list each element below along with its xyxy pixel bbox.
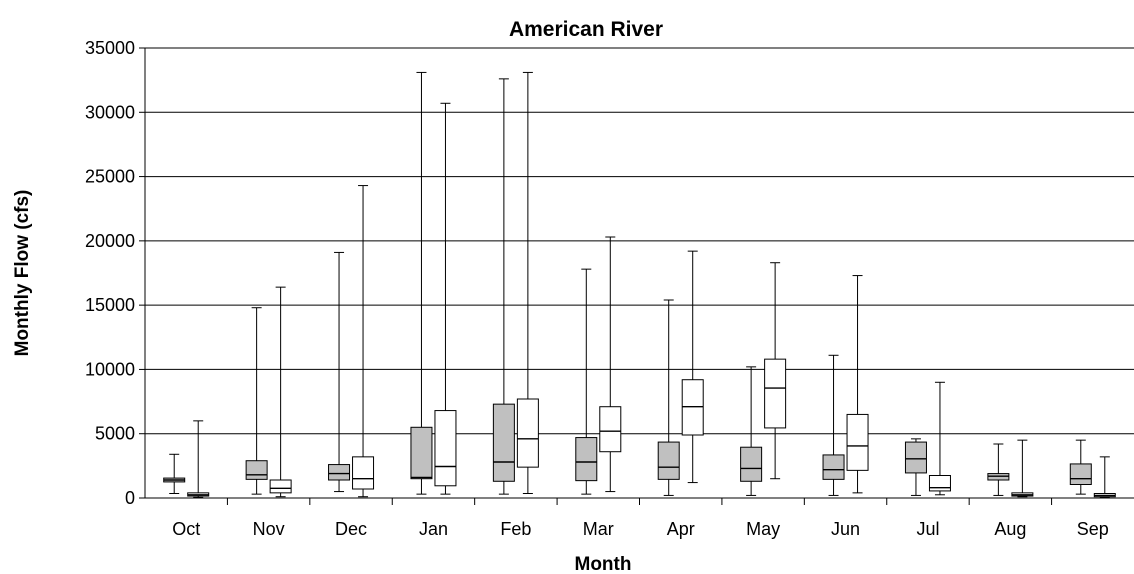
y-tick-label: 10000	[85, 359, 135, 379]
box-iqr	[822, 454, 845, 480]
x-category-label: Oct	[172, 519, 200, 539]
box-iqr	[740, 446, 763, 482]
y-tick-label: 20000	[85, 231, 135, 251]
box-aug-series-1	[987, 443, 1010, 496]
x-category-label: Jun	[831, 519, 860, 539]
box-nov-series-2	[269, 286, 292, 498]
box-aug-series-2	[1011, 439, 1034, 498]
x-category-label: Apr	[667, 519, 695, 539]
x-category-label: Feb	[500, 519, 531, 539]
y-tick-label: 30000	[85, 102, 135, 122]
box-iqr	[599, 406, 622, 453]
box-sep-series-1	[1069, 439, 1092, 495]
box-feb-series-1	[492, 78, 515, 495]
box-iqr	[269, 479, 292, 494]
box-sep-series-2	[1093, 456, 1116, 498]
box-iqr	[1069, 463, 1092, 485]
box-iqr	[245, 460, 268, 480]
box-oct-series-2	[187, 420, 210, 498]
x-category-label: Aug	[994, 519, 1026, 539]
box-iqr	[352, 456, 375, 490]
y-tick-label: 15000	[85, 295, 135, 315]
y-axis-label: Monthly Flow (cfs)	[12, 190, 33, 357]
box-iqr	[410, 426, 433, 480]
box-iqr	[846, 413, 869, 471]
box-series	[163, 71, 1116, 498]
x-category-label: Jul	[916, 519, 939, 539]
box-jul-series-1	[904, 438, 927, 496]
box-iqr	[657, 441, 680, 480]
box-dec-series-2	[352, 185, 375, 498]
box-iqr	[575, 437, 598, 482]
box-mar-series-1	[575, 268, 598, 495]
box-may-series-1	[740, 366, 763, 496]
chart-title: American River	[509, 18, 663, 41]
x-category-label: May	[746, 519, 780, 539]
x-category-label: Dec	[335, 519, 367, 539]
y-tick-label: 35000	[85, 38, 135, 58]
box-jun-series-1	[822, 354, 845, 496]
box-iqr	[516, 398, 539, 468]
box-apr-series-2	[681, 250, 704, 484]
box-may-series-2	[764, 262, 787, 480]
y-tick-label: 0	[125, 488, 135, 508]
box-jun-series-2	[846, 275, 869, 494]
box-jan-series-1	[410, 71, 433, 495]
box-iqr	[434, 410, 457, 487]
x-category-label: Jan	[419, 519, 448, 539]
box-feb-series-2	[516, 71, 539, 494]
box-iqr	[904, 441, 927, 474]
box-apr-series-1	[657, 299, 680, 496]
y-tick-label: 25000	[85, 167, 135, 187]
x-axis-label: Month	[575, 554, 632, 574]
box-jan-series-2	[434, 102, 457, 495]
box-nov-series-1	[245, 307, 268, 495]
y-axis-ticks: 0 5000 10000 15000 20000 25000 30000 35000	[85, 38, 145, 508]
box-iqr	[492, 403, 515, 482]
x-category-label: Nov	[253, 519, 285, 539]
y-tick-label: 5000	[95, 424, 135, 444]
gridlines	[145, 47, 1134, 435]
box-iqr	[928, 475, 951, 492]
x-category-label: Mar	[583, 519, 614, 539]
box-dec-series-1	[328, 251, 351, 493]
box-mar-series-2	[599, 236, 622, 493]
x-category-label: Sep	[1077, 519, 1109, 539]
x-axis-categories: Oct Nov Dec Jan Feb Mar Apr May Jun Jul Aug Sep	[172, 498, 1109, 539]
box-jul-series-2	[928, 381, 951, 496]
box-iqr	[328, 464, 351, 481]
box-oct-series-1	[163, 453, 186, 494]
box-iqr	[764, 358, 787, 429]
